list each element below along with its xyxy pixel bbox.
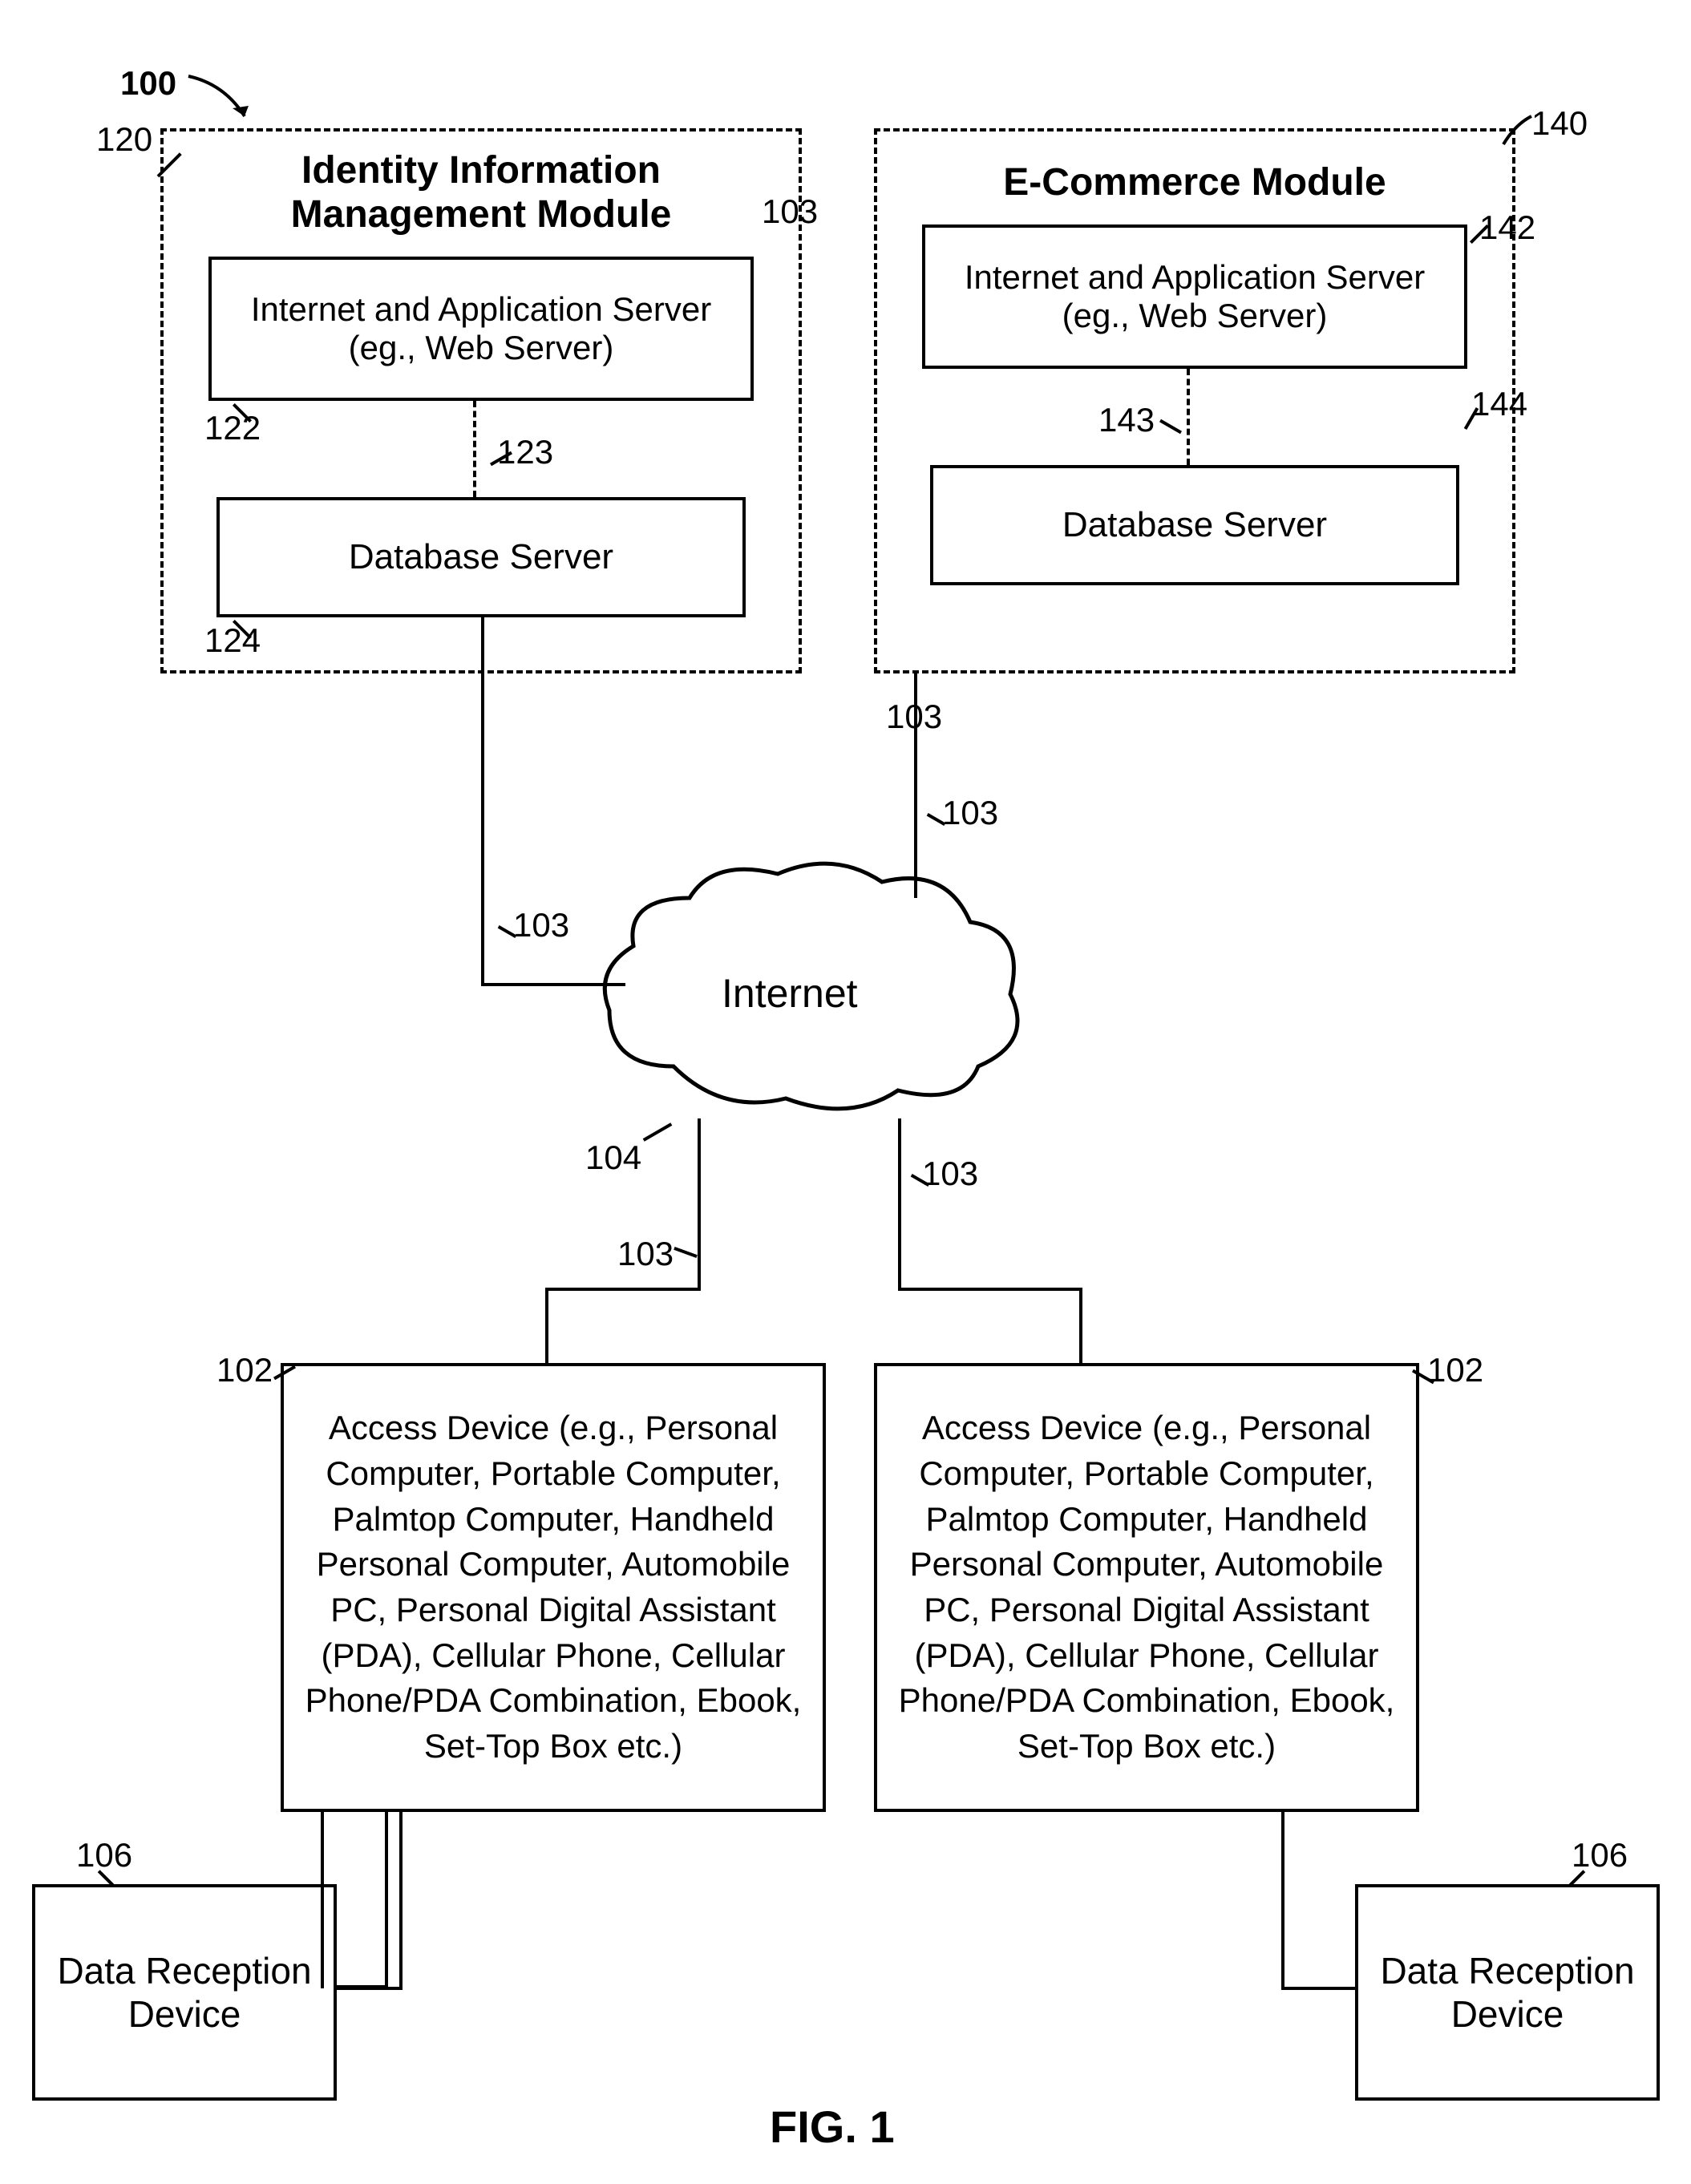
conn-143	[1187, 369, 1190, 465]
data-reception-left-box: Data Reception Device	[32, 1884, 337, 2101]
identity-module-title: Identity Information Management Module	[192, 148, 770, 237]
ecommerce-module-title: E-Commerce Module	[906, 160, 1483, 204]
leader-140	[1499, 112, 1547, 152]
ref-122: 122	[204, 409, 261, 447]
access-device-2-text: Access Device (e.g., Personal Computer, …	[877, 1391, 1416, 1784]
ref-103-d: 103	[922, 1155, 978, 1193]
arrow-100	[184, 72, 257, 128]
access-device-2-box: Access Device (e.g., Personal Computer, …	[874, 1363, 1419, 1812]
ref-144: 144	[1471, 385, 1527, 423]
ref-100: 100	[120, 64, 176, 103]
ecommerce-app-server-box: Internet and Application Server (eg., We…	[922, 224, 1467, 369]
ref-143: 143	[1098, 401, 1155, 439]
access-device-1-text: Access Device (e.g., Personal Computer, …	[284, 1391, 823, 1784]
conn-internet-access2-v2	[1079, 1288, 1082, 1363]
ref-124: 124	[204, 621, 261, 660]
ref-102-left: 102	[216, 1351, 273, 1389]
identity-db-server-text: Database Server	[349, 537, 613, 577]
figure-label: FIG. 1	[770, 2101, 895, 2153]
conn-internet-access1-h	[545, 1288, 701, 1291]
ref-103-c: 103	[617, 1235, 674, 1273]
ref-106-right: 106	[1572, 1836, 1628, 1875]
ref-104: 104	[585, 1139, 641, 1177]
identity-app-server-text: Internet and Application Server (eg., We…	[212, 282, 750, 375]
conn-internet-access2-v	[898, 1118, 901, 1291]
ecommerce-module-box	[874, 128, 1515, 673]
identity-db-server-box: Database Server	[216, 497, 746, 617]
internet-label: Internet	[722, 970, 858, 1017]
conn-identity-internet-h	[481, 983, 625, 986]
ref-103-a: 103	[513, 906, 569, 944]
ref-103-b: 103	[942, 794, 998, 832]
ref-103-b2: 103	[886, 698, 942, 736]
ref-120: 120	[96, 120, 152, 159]
data-reception-right-box: Data Reception Device	[1355, 1884, 1660, 2101]
identity-app-server-box: Internet and Application Server (eg., We…	[208, 257, 754, 401]
data-reception-left-text: Data Reception Device	[35, 1937, 334, 2048]
ref-106-left: 106	[76, 1836, 132, 1875]
access-device-1-box: Access Device (e.g., Personal Computer, …	[281, 1363, 826, 1812]
data-reception-right-text: Data Reception Device	[1358, 1937, 1657, 2048]
conn-internet-access1-v	[698, 1118, 701, 1291]
conn-identity-internet-v	[481, 617, 484, 986]
conn-internet-access1-v2	[545, 1288, 548, 1363]
ecommerce-db-server-box: Database Server	[930, 465, 1459, 585]
ref-123: 123	[497, 433, 553, 471]
ref-103-top: 103	[762, 192, 818, 231]
ref-102-right: 102	[1427, 1351, 1483, 1389]
ecommerce-app-server-text: Internet and Application Server (eg., We…	[925, 250, 1464, 343]
conn-123	[473, 401, 476, 497]
ecommerce-db-server-text: Database Server	[1062, 505, 1327, 545]
conn-internet-access2-h	[898, 1288, 1082, 1291]
